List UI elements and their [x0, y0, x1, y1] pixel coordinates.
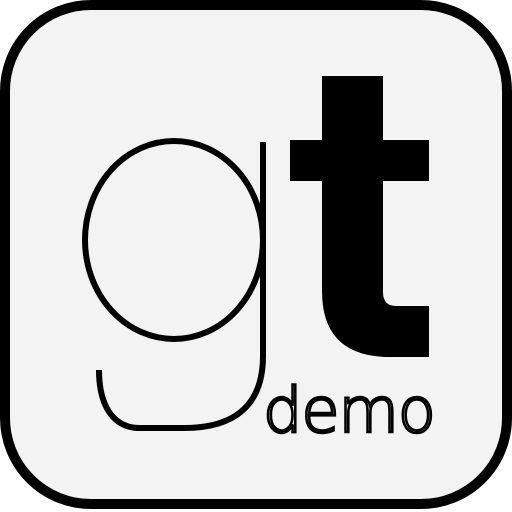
wordmark-demo: demo — [263, 374, 435, 447]
letter-g-logo — [82, 138, 266, 431]
letter-t-logo — [290, 76, 429, 357]
